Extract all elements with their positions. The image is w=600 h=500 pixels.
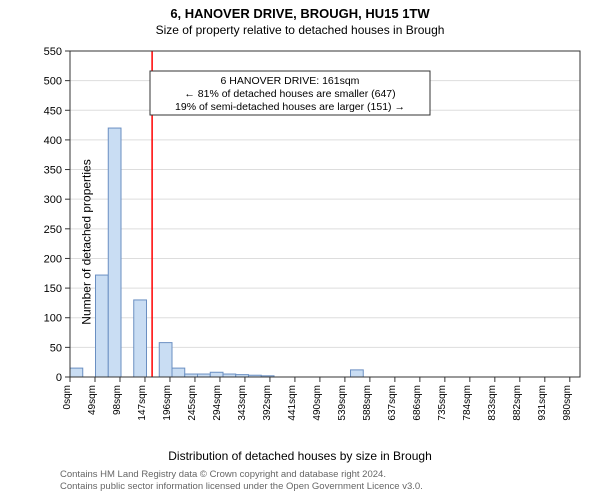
histogram-bar [172,368,185,377]
annotation-line: 19% of semi-detached houses are larger (… [175,101,405,113]
y-tick-label: 250 [44,224,62,236]
x-tick-label: 931sqm [537,385,548,421]
histogram-bar [108,128,121,377]
y-tick-label: 150 [44,283,62,295]
y-axis-label: Number of detached properties [80,159,94,324]
x-axis-label: Distribution of detached houses by size … [0,449,600,463]
x-tick-label: 441sqm [287,385,298,421]
footer-line-1: Contains HM Land Registry data © Crown c… [60,469,580,481]
y-tick-label: 200 [44,253,62,265]
x-tick-label: 294sqm [212,385,223,421]
x-tick-label: 245sqm [187,385,198,421]
x-tick-label: 588sqm [362,385,373,421]
x-tick-label: 882sqm [512,385,523,421]
chart-container: Number of detached properties 0 50 100 150 2… [0,37,600,447]
x-tick-label: 98sqm [112,385,123,415]
x-tick-label: 784sqm [462,385,473,421]
y-tick-label: 50 [50,342,62,354]
histogram-bar [159,343,172,377]
x-tick-label: 735sqm [437,385,448,421]
page-title: 6, HANOVER DRIVE, BROUGH, HU15 1TW [0,6,600,21]
histogram-bar [351,370,364,377]
page-subtitle: Size of property relative to detached ho… [0,23,600,37]
x-tick-label: 980sqm [562,385,573,421]
x-tick-label: 490sqm [312,385,323,421]
histogram-bar [210,372,223,377]
x-tick-label: 0sqm [62,385,73,409]
x-tick-label: 343sqm [237,385,248,421]
footer-line-2: Contains public sector information licen… [60,481,580,493]
x-tick-label: 392sqm [262,385,273,421]
y-tick-label: 400 [44,135,62,147]
x-tick-label: 637sqm [387,385,398,421]
footer-attribution: Contains HM Land Registry data © Crown c… [0,463,600,494]
histogram-bar [96,275,109,377]
annotation-line: ← 81% of detached houses are smaller (64… [184,88,395,100]
x-tick-label: 49sqm [87,385,98,415]
y-tick-label: 350 [44,165,62,177]
x-tick-label: 147sqm [137,385,148,421]
y-tick-label: 500 [44,76,62,88]
histogram-bar [134,300,147,377]
y-tick-label: 550 [44,46,62,58]
x-tick-label: 196sqm [162,385,173,421]
histogram-bar [70,368,83,377]
x-tick-label: 539sqm [337,385,348,421]
y-tick-label: 450 [44,105,62,117]
x-tick-label: 833sqm [487,385,498,421]
y-tick-label: 300 [44,194,62,206]
y-tick-label: 0 [56,372,62,384]
annotation-line: 6 HANOVER DRIVE: 161sqm [221,75,360,87]
x-tick-label: 686sqm [412,385,423,421]
y-tick-label: 100 [44,313,62,325]
